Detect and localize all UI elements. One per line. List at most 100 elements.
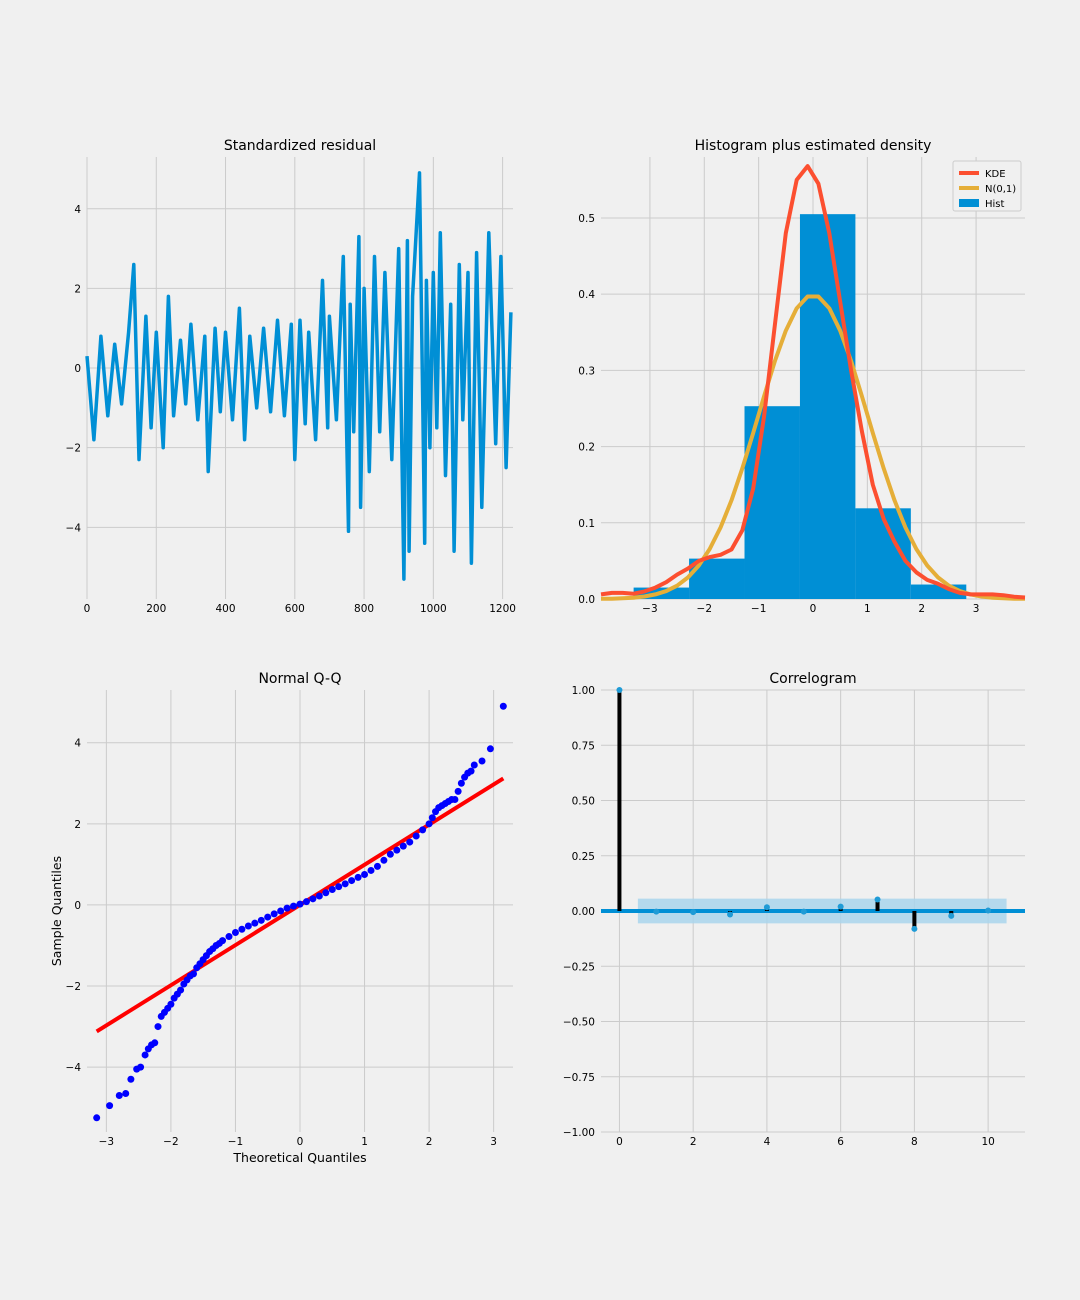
y-tick-label: 0.0: [578, 594, 595, 606]
y-tick-label: −0.75: [563, 1072, 595, 1084]
qq-point: [354, 873, 362, 881]
gridlines: [87, 690, 513, 1132]
qq-point: [122, 1089, 130, 1097]
qq-point: [367, 866, 375, 874]
qq-point: [302, 898, 310, 906]
y-tick-label: 0.5: [578, 213, 595, 225]
y-tick-label: 4: [74, 738, 81, 750]
x-tick-label: 0: [84, 603, 91, 615]
histogram-bar: [799, 214, 856, 600]
qq-point: [231, 928, 239, 936]
qq-point: [315, 892, 323, 900]
qq-point: [386, 850, 394, 858]
x-tick-label: 10: [981, 1136, 994, 1148]
acf-marker: [653, 908, 660, 915]
qq-point: [470, 761, 478, 769]
histogram-bar: [744, 406, 800, 599]
x-tick-label: 6: [837, 1136, 844, 1148]
qq-point: [167, 1000, 175, 1008]
acf-marker: [948, 912, 955, 919]
y-tick-label: 0.1: [578, 518, 595, 530]
acf-marker: [874, 896, 881, 903]
qq-point: [106, 1102, 114, 1110]
qq-point: [486, 745, 494, 753]
qq-point: [406, 838, 414, 846]
qq-point: [328, 886, 336, 894]
legend-entry: N(0,1): [985, 184, 1016, 195]
y-tick-label: 0.75: [572, 740, 595, 752]
residual-series-line: [85, 171, 513, 581]
kde-line: [600, 164, 1026, 600]
qq-point: [141, 1051, 149, 1059]
legend-entry: KDE: [985, 169, 1006, 180]
qq-point: [93, 1114, 101, 1122]
x-tick-label: 3: [490, 1136, 497, 1148]
x-tick-label: 0: [297, 1136, 304, 1148]
qq-point: [257, 916, 265, 924]
qq-point: [335, 883, 343, 891]
chart-1: 0 200 400 600 800 1000 1200 −4 −2 0 2 4 Standardized…: [66, 138, 516, 615]
qq-point: [478, 757, 486, 765]
qq-point: [380, 856, 388, 864]
x-tick-label: 600: [285, 603, 305, 615]
chart-title: Standardized residual: [224, 138, 376, 154]
y-tick-label: 0: [74, 900, 81, 912]
y-tick-label: 2: [74, 283, 81, 295]
qq-point: [151, 1039, 159, 1047]
qq-point: [238, 925, 246, 933]
x-tick-label: 4: [764, 1136, 771, 1148]
acf-marker: [837, 903, 844, 910]
qq-point: [467, 767, 475, 775]
chart-title: Histogram plus estimated density: [695, 138, 932, 154]
qq-point: [225, 933, 233, 941]
y-tick-label: 2: [74, 819, 81, 831]
qq-point: [190, 970, 197, 978]
qq-point: [270, 910, 278, 918]
x-tick-label: 1200: [489, 603, 516, 615]
qq-point: [451, 795, 459, 803]
qq-point: [137, 1063, 145, 1071]
chart-2: −3 −2 −1 0 1 2 3 0.0 0.1 0.2 0.3 0.4 0.5 Histogram pl…: [578, 138, 1026, 615]
qq-point: [283, 904, 291, 912]
x-tick-label: 1: [864, 603, 871, 615]
x-tick-label: −3: [99, 1136, 114, 1148]
x-tick-label: 800: [354, 603, 374, 615]
y-tick-label: 1.00: [572, 685, 595, 697]
legend-entry: Hist: [985, 199, 1005, 210]
qq-point: [115, 1092, 123, 1100]
chart-title: Correlogram: [769, 671, 856, 687]
qq-point: [348, 877, 356, 885]
x-tick-label: −2: [163, 1136, 178, 1148]
qq-point: [457, 779, 465, 787]
qq-point: [399, 842, 407, 850]
y-tick-label: 0.4: [578, 289, 595, 301]
y-tick-label: 4: [74, 204, 81, 216]
x-tick-label: 8: [911, 1136, 918, 1148]
y-tick-label: −0.50: [563, 1017, 595, 1029]
qq-point: [341, 880, 349, 888]
normal-density-line: [600, 294, 1026, 601]
qq-point: [499, 702, 507, 710]
qq-point: [454, 787, 462, 795]
x-tick-label: 200: [146, 603, 166, 615]
y-tick-label: 0.00: [572, 906, 595, 918]
x-tick-label: 2: [690, 1136, 697, 1148]
y-tick-label: 0.3: [578, 365, 595, 377]
qq-point: [373, 862, 381, 870]
x-tick-label: 400: [216, 603, 236, 615]
acf-marker: [616, 687, 623, 693]
y-tick-label: 0.2: [578, 442, 595, 454]
qq-point: [290, 902, 298, 910]
x-tick-label: 2: [918, 603, 925, 615]
qq-point: [154, 1023, 162, 1031]
x-tick-label: 0: [616, 1136, 623, 1148]
x-axis-label: Theoretical Quantiles: [232, 1150, 366, 1165]
qq-point: [244, 922, 252, 930]
y-tick-label: 0.25: [572, 851, 595, 863]
y-tick-label: −1.00: [563, 1127, 595, 1139]
x-tick-label: −2: [697, 603, 712, 615]
qq-point: [425, 820, 433, 828]
x-tick-label: −1: [751, 603, 766, 615]
